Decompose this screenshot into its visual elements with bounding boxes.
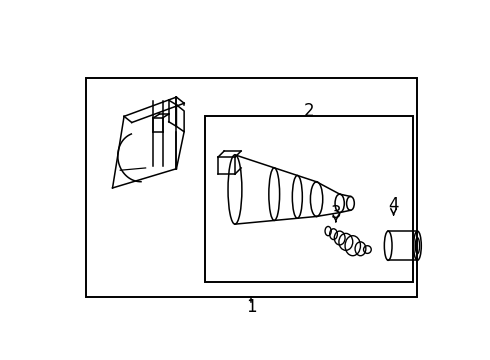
Text: 4: 4 [389,196,399,214]
Text: 3: 3 [331,204,341,222]
Text: 2: 2 [304,102,314,120]
Bar [86,78,416,297]
Bar [205,116,413,282]
Text: 1: 1 [246,297,256,315]
